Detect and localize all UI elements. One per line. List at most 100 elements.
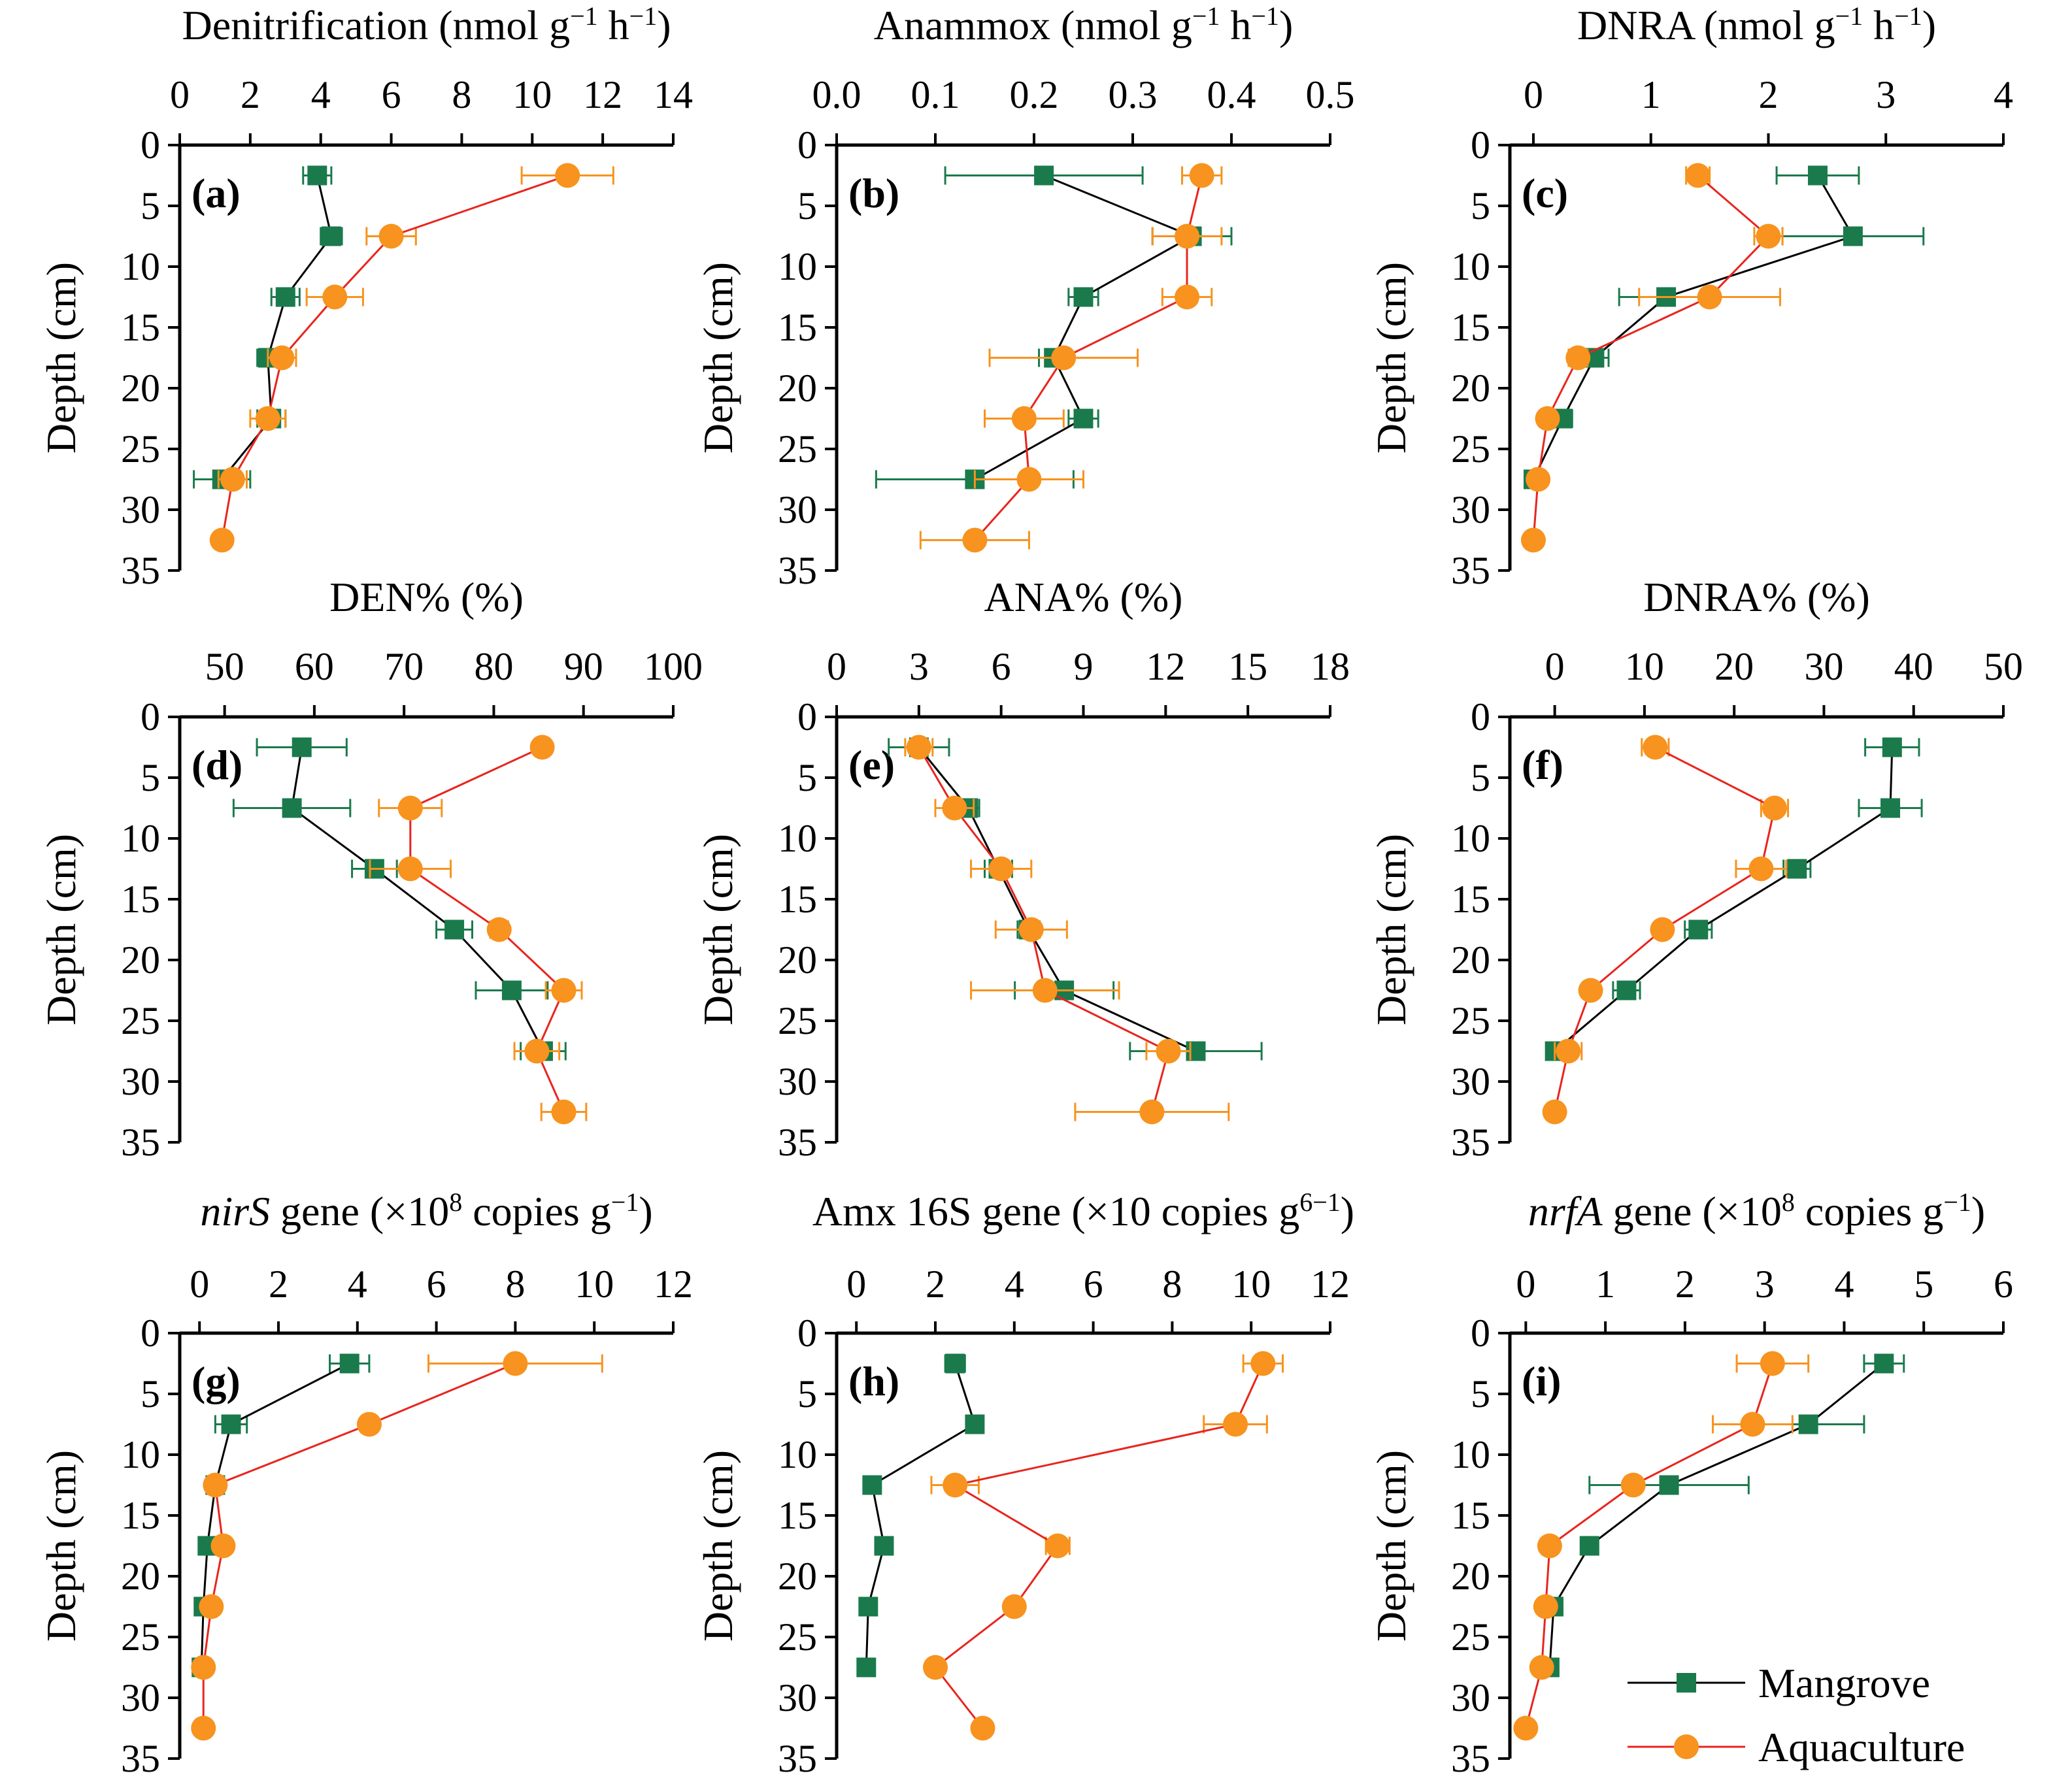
data-point <box>221 1414 241 1434</box>
data-point <box>1032 978 1058 1003</box>
x-tick-label: 0.0 <box>812 73 861 116</box>
y-tick-label: 20 <box>121 367 160 410</box>
title-part: copies g <box>462 1188 611 1234</box>
x-tick-label: 90 <box>564 645 603 688</box>
y-tick-label: 20 <box>121 938 160 982</box>
y-tick-label: 25 <box>778 427 817 471</box>
y-tick-label: 0 <box>1471 124 1490 167</box>
series-aquaculture <box>209 163 614 553</box>
y-tick-label: 10 <box>1451 245 1490 288</box>
y-tick-label: 25 <box>1451 1615 1490 1659</box>
x-tick-label: 80 <box>474 645 513 688</box>
data-point <box>1843 226 1863 246</box>
data-point <box>1556 1038 1581 1064</box>
x-tick-label: 40 <box>1894 645 1933 688</box>
y-tick-label: 25 <box>121 427 160 471</box>
series-line <box>918 746 1197 1052</box>
title-part: ANA% (%) <box>984 574 1183 620</box>
x-tick-label: 10 <box>575 1263 614 1306</box>
data-point <box>555 163 580 188</box>
data-point <box>524 1038 550 1064</box>
y-tick-label: 25 <box>1451 999 1490 1042</box>
data-point <box>321 226 341 246</box>
series-aquaculture <box>191 1351 603 1741</box>
series-aquaculture <box>1520 163 1784 553</box>
data-point <box>1535 406 1560 431</box>
panel-label: (d) <box>192 742 242 788</box>
title-part: −1 <box>1192 1 1220 31</box>
data-point <box>856 1657 877 1678</box>
title-part: ) <box>639 1188 652 1234</box>
x-tick-label: 2 <box>1758 73 1778 116</box>
title-part: h <box>1863 2 1894 48</box>
data-point <box>275 287 295 307</box>
title-part: nirS <box>200 1188 270 1234</box>
panel-label: (a) <box>192 170 241 216</box>
data-point <box>1650 917 1675 942</box>
panel-c: 0 1 2 3 4 0 5 10 15 20 25 30 35 Depth (cm) DNRA (nmol … <box>1368 1 2013 593</box>
y-tick-label: 0 <box>141 124 160 167</box>
data-point <box>551 1099 576 1125</box>
series-aquaculture <box>1513 1351 1810 1741</box>
panel-label: (f) <box>1522 742 1563 788</box>
data-point <box>906 735 931 760</box>
data-point <box>339 1353 359 1374</box>
data-point <box>1798 1414 1818 1434</box>
y-tick-label: 0 <box>797 695 817 738</box>
series-mangrove <box>1545 737 1923 1061</box>
series-aquaculture <box>1542 735 1790 1125</box>
series-line <box>290 747 544 1052</box>
x-tick-label: 12 <box>654 1263 693 1306</box>
y-tick-label: 30 <box>1451 488 1490 531</box>
y-axis-label: Depth (cm) <box>38 262 84 454</box>
series-line <box>221 175 333 480</box>
y-tick-label: 5 <box>797 1372 817 1415</box>
data-point <box>1156 1038 1181 1064</box>
series-aquaculture <box>923 1351 1284 1741</box>
data-point <box>397 856 423 882</box>
data-point <box>1659 1475 1679 1495</box>
y-axis-label: Depth (cm) <box>695 834 741 1025</box>
series-mangrove <box>232 737 567 1061</box>
data-point <box>1513 1715 1539 1741</box>
data-point <box>943 1472 968 1498</box>
panel-label: (g) <box>192 1358 241 1404</box>
x-tick-label: 12 <box>583 73 622 116</box>
legend-label: Mangrove <box>1758 1660 1930 1706</box>
title-part: h <box>598 2 629 48</box>
panel-title: Denitrification (nmol g−1 h−1) <box>182 1 671 49</box>
y-tick-label: 0 <box>797 124 817 167</box>
data-point <box>397 795 423 821</box>
data-point <box>551 978 576 1003</box>
panel-title: DEN% (%) <box>329 574 524 620</box>
y-tick-label: 25 <box>1451 427 1490 471</box>
y-axis-label: Depth (cm) <box>1368 262 1414 454</box>
title-part: ) <box>657 2 671 48</box>
x-tick-label: 3 <box>1876 73 1896 116</box>
y-tick-label: 20 <box>778 367 817 410</box>
series-line <box>865 1363 977 1668</box>
panel-title: nirS gene (×108 copies g−1) <box>200 1187 652 1235</box>
data-point <box>1001 1594 1027 1619</box>
x-tick-label: 12 <box>1311 1263 1350 1306</box>
data-point <box>191 1715 216 1741</box>
x-tick-label: 0.5 <box>1306 73 1355 116</box>
data-point <box>1526 467 1551 492</box>
y-axis-label: Depth (cm) <box>695 1450 741 1642</box>
x-tick-label: 0 <box>846 1263 866 1306</box>
y-tick-label: 0 <box>1471 695 1490 738</box>
x-tick-label: 6 <box>427 1263 446 1306</box>
data-point <box>1073 287 1094 307</box>
y-tick-label: 15 <box>121 1494 160 1537</box>
x-tick-label: 2 <box>269 1263 288 1306</box>
series-line <box>200 1363 350 1668</box>
y-tick-label: 0 <box>141 695 160 738</box>
y-tick-label: 15 <box>778 1494 817 1537</box>
y-tick-label: 20 <box>778 1555 817 1598</box>
y-axis-label: Depth (cm) <box>695 262 741 454</box>
data-point <box>1223 1412 1248 1437</box>
data-point <box>322 284 348 310</box>
series-aquaculture <box>369 735 588 1125</box>
data-point <box>1016 467 1042 492</box>
